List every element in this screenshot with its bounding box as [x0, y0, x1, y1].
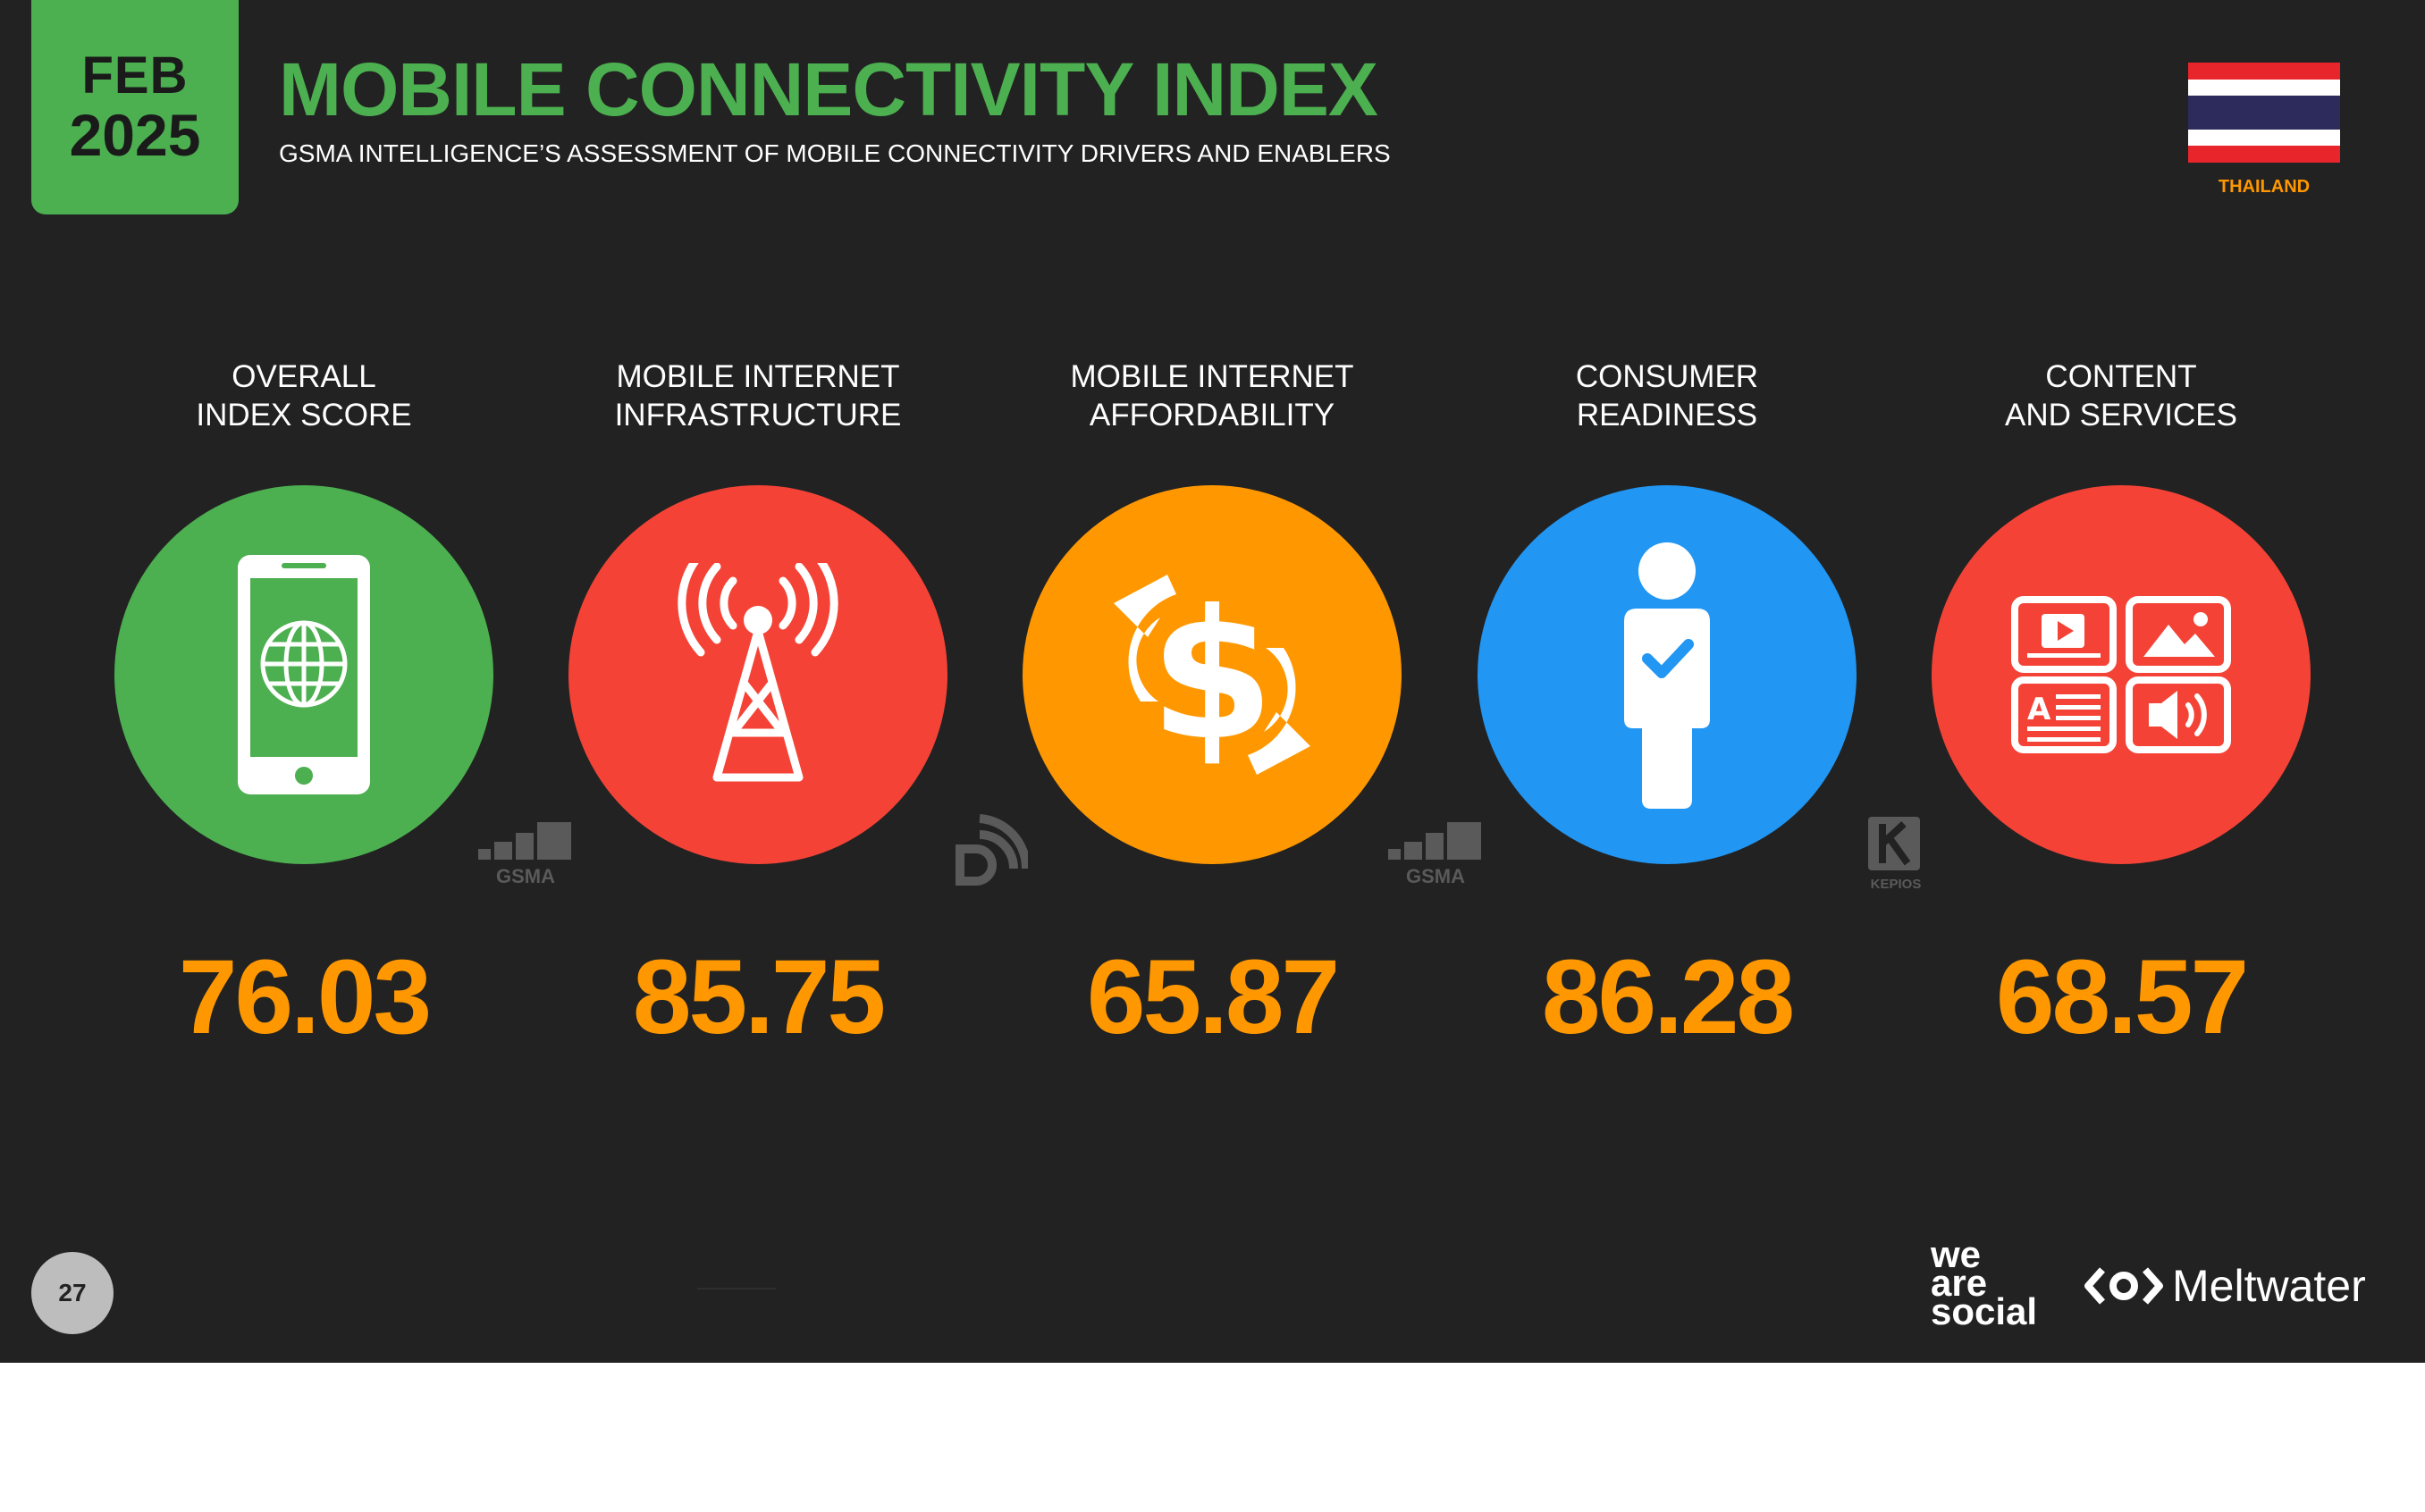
meltwater-logo: Meltwater	[2083, 1260, 2366, 1312]
metric-value: 76.03	[178, 938, 432, 1056]
metric-infrastructure: MOBILE INTERNET INFRASTRUCTURE 85.75	[566, 357, 950, 1056]
brand-word: we	[1931, 1233, 1982, 1275]
content-grid-icon: A	[2011, 596, 2231, 753]
meltwater-label: Meltwater	[2172, 1261, 2366, 1311]
cell-tower-icon	[678, 563, 838, 782]
metric-circle	[114, 485, 493, 864]
metric-label: CONTENT AND SERVICES	[2005, 359, 2237, 433]
metric-label: CONSUMER READINESS	[1575, 359, 1759, 433]
metric-circle	[568, 485, 947, 864]
person-check-icon	[1624, 542, 1710, 809]
date-year: 2025	[69, 102, 201, 168]
metric-label: MOBILE INTERNET INFRASTRUCTURE	[614, 359, 902, 433]
svg-text:A: A	[2027, 692, 2051, 727]
datareportal-logo-icon	[953, 813, 1031, 893]
source-label: KEPIOS	[1871, 877, 1922, 892]
page-subtitle: GSMA INTELLIGENCE’S ASSESSMENT OF MOBILE…	[279, 139, 1391, 167]
smartphone-globe-icon	[238, 555, 370, 794]
country-label: THAILAND	[2218, 177, 2311, 197]
brand-word: social	[1931, 1290, 2038, 1332]
metric-value: 68.57	[1995, 938, 2249, 1056]
metric-value: 85.75	[632, 938, 886, 1056]
dollar-exchange-icon: $	[1114, 572, 1310, 780]
metric-content-services: CONTENT AND SERVICES A	[1929, 357, 2313, 1056]
date-badge: FEB 2025	[31, 0, 239, 214]
kepios-logo: KEPIOS	[1865, 815, 1927, 896]
metric-value: 65.87	[1086, 938, 1340, 1056]
metric-label: OVERALL INDEX SCORE	[196, 359, 412, 433]
brand-word: are	[1931, 1262, 1988, 1304]
metric-label: MOBILE INTERNET AFFORDABILITY	[1070, 359, 1354, 433]
divider	[697, 1288, 776, 1289]
metric-circle	[1478, 485, 1857, 864]
we-are-social-logo: we are social	[1931, 1233, 2038, 1332]
page-title: MOBILE CONNECTIVITY INDEX	[279, 47, 1378, 131]
source-label: GSMA	[496, 865, 555, 886]
metric-affordability: MOBILE INTERNET AFFORDABILITY $ 65.87	[1020, 357, 1404, 1056]
metric-circle: $	[1023, 485, 1402, 864]
page-number: 27	[31, 1252, 114, 1334]
gsma-logo: GSMA	[1386, 820, 1485, 891]
gsma-logo: GSMA	[476, 820, 575, 891]
date-month: FEB	[81, 46, 189, 105]
meltwater-mark-icon	[2084, 1267, 2163, 1305]
metric-consumer-readiness: CONSUMER READINESS 86.28	[1475, 357, 1859, 1056]
metric-overall: OVERALL INDEX SCORE 76.03	[112, 357, 496, 1056]
slide: FEB 2025 MOBILE CONNECTIVITY INDEX GSMA …	[0, 0, 2425, 1363]
thailand-flag-icon	[2188, 63, 2340, 163]
svg-text:$: $	[1149, 572, 1274, 780]
metric-circle: A	[1932, 485, 2311, 864]
source-label: GSMA	[1406, 865, 1465, 886]
metric-value: 86.28	[1541, 938, 1795, 1056]
